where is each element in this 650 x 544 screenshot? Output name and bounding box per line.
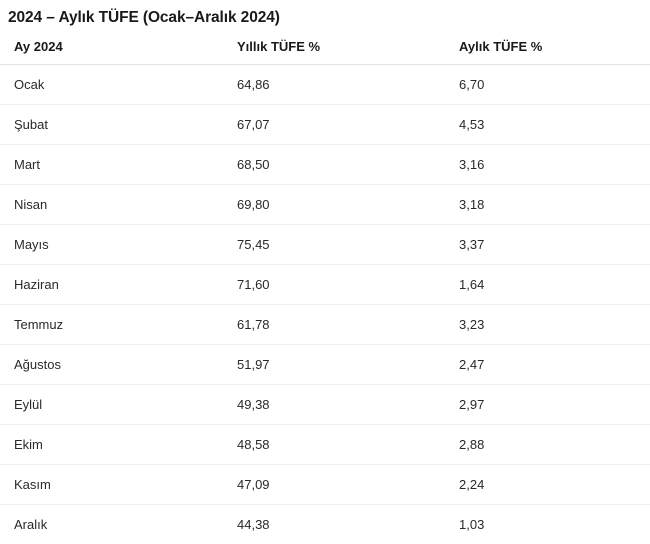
cell-month: Ocak <box>0 65 223 105</box>
cell-monthly-tufe: 1,64 <box>445 265 650 305</box>
cell-month: Ağustos <box>0 345 223 385</box>
cell-month: Mart <box>0 145 223 185</box>
cell-monthly-tufe: 3,37 <box>445 225 650 265</box>
table-row: Şubat 67,07 4,53 <box>0 105 650 145</box>
cell-yearly-tufe: 48,58 <box>223 425 445 465</box>
tufe-table: Ay 2024 Yıllık TÜFE % Aylık TÜFE % Ocak … <box>0 30 650 544</box>
table-row: Ocak 64,86 6,70 <box>0 65 650 105</box>
cell-monthly-tufe: 3,16 <box>445 145 650 185</box>
cell-month: Kasım <box>0 465 223 505</box>
cell-yearly-tufe: 67,07 <box>223 105 445 145</box>
cell-month: Temmuz <box>0 305 223 345</box>
table-row: Eylül 49,38 2,97 <box>0 385 650 425</box>
cell-monthly-tufe: 1,03 <box>445 505 650 544</box>
cell-month: Mayıs <box>0 225 223 265</box>
cell-monthly-tufe: 6,70 <box>445 65 650 105</box>
table-row: Haziran 71,60 1,64 <box>0 265 650 305</box>
cell-monthly-tufe: 2,88 <box>445 425 650 465</box>
table-header: Ay 2024 Yıllık TÜFE % Aylık TÜFE % <box>0 30 650 65</box>
page-title: 2024 – Aylık TÜFE (Ocak–Aralık 2024) <box>0 0 650 27</box>
cell-yearly-tufe: 51,97 <box>223 345 445 385</box>
cell-yearly-tufe: 47,09 <box>223 465 445 505</box>
cell-yearly-tufe: 61,78 <box>223 305 445 345</box>
header-row: Ay 2024 Yıllık TÜFE % Aylık TÜFE % <box>0 30 650 65</box>
cell-yearly-tufe: 49,38 <box>223 385 445 425</box>
column-header-yearly-tufe: Yıllık TÜFE % <box>223 30 445 65</box>
cell-monthly-tufe: 2,24 <box>445 465 650 505</box>
cell-monthly-tufe: 3,18 <box>445 185 650 225</box>
table-row: Kasım 47,09 2,24 <box>0 465 650 505</box>
cell-month: Haziran <box>0 265 223 305</box>
cell-month: Ekim <box>0 425 223 465</box>
cell-month: Eylül <box>0 385 223 425</box>
table-body: Ocak 64,86 6,70 Şubat 67,07 4,53 Mart 68… <box>0 65 650 544</box>
table-row: Aralık 44,38 1,03 <box>0 505 650 544</box>
column-header-monthly-tufe: Aylık TÜFE % <box>445 30 650 65</box>
table-row: Mayıs 75,45 3,37 <box>0 225 650 265</box>
cell-yearly-tufe: 75,45 <box>223 225 445 265</box>
table-row: Ekim 48,58 2,88 <box>0 425 650 465</box>
table-row: Nisan 69,80 3,18 <box>0 185 650 225</box>
cell-month: Nisan <box>0 185 223 225</box>
table-row: Mart 68,50 3,16 <box>0 145 650 185</box>
table-row: Temmuz 61,78 3,23 <box>0 305 650 345</box>
cell-monthly-tufe: 2,47 <box>445 345 650 385</box>
cell-month: Aralık <box>0 505 223 544</box>
cell-month: Şubat <box>0 105 223 145</box>
cell-monthly-tufe: 2,97 <box>445 385 650 425</box>
cell-yearly-tufe: 69,80 <box>223 185 445 225</box>
table-row: Ağustos 51,97 2,47 <box>0 345 650 385</box>
cell-monthly-tufe: 3,23 <box>445 305 650 345</box>
cell-yearly-tufe: 64,86 <box>223 65 445 105</box>
cell-yearly-tufe: 44,38 <box>223 505 445 544</box>
cell-yearly-tufe: 68,50 <box>223 145 445 185</box>
column-header-month: Ay 2024 <box>0 30 223 65</box>
cell-yearly-tufe: 71,60 <box>223 265 445 305</box>
cell-monthly-tufe: 4,53 <box>445 105 650 145</box>
